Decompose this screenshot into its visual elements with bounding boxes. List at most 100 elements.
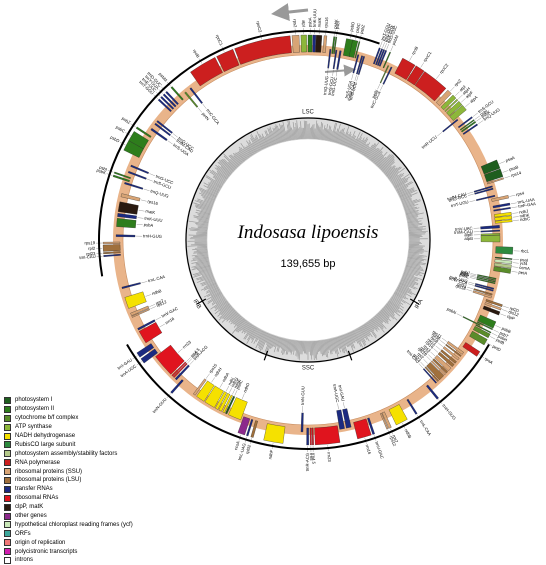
label-connector [513,259,519,260]
label-connector [242,393,244,399]
legend-swatch [4,513,11,520]
label-connector [499,161,505,163]
label-connector [470,275,476,276]
label-connector [492,333,497,336]
label-connector [409,55,412,60]
label-connector [440,340,445,344]
label-connector [503,170,509,172]
legend-item: photosystem II [4,405,194,414]
label-connector [512,271,518,272]
gene-label: rpoB [410,45,419,55]
label-connector [421,63,424,68]
gene-rrn23 [315,426,341,445]
label-connector [380,41,382,47]
label-connector [144,189,150,191]
label-connector [186,357,190,361]
label-connector [387,44,389,50]
gene-label: rrn23 [181,339,192,350]
gene-label: ndhD [242,382,250,393]
legend-label: photosystem II [15,405,54,413]
genome-size: 139,655 bp [280,258,335,270]
label-connector [465,103,470,107]
label-connector [509,195,515,196]
label-connector [466,289,472,291]
legend-swatch [4,495,11,502]
label-connector [188,359,192,363]
label-connector [380,85,383,90]
gene-label: rps16 [147,199,159,206]
gene-label: ndhB [404,428,413,439]
gene-label: ndhF [267,449,274,460]
legend-swatch [4,424,11,431]
label-connector [471,274,477,275]
gene-atpI [301,35,307,52]
gene-trnK-UUU [313,35,316,52]
legend-item: transfer RNAs [4,485,194,494]
label-connector [352,74,354,80]
label-connector [220,383,223,388]
gene-label: trnN-GUU [300,386,306,405]
legend-swatch [4,433,11,440]
legend-label: NADH dehydrogenase [15,432,75,440]
legend-item: RubisCO large subunit [4,440,194,449]
legend-item: cytochrome b/f complex [4,414,194,423]
gene-label: rpoB [192,48,201,58]
gene-trnH-GUG [116,235,135,237]
legend-label: photosystem assembly/stability factors [15,450,117,458]
gene-rpl2 [103,245,120,252]
legend-label: introns [15,556,33,564]
label-connector [473,113,478,117]
legend-swatch [4,459,11,466]
label-connector [343,402,344,408]
gene-label: rpoC1 [422,50,433,63]
label-connector [475,116,480,120]
legend-swatch [4,397,11,404]
gene-label: rbcL [521,248,530,253]
label-connector [470,276,476,277]
gene-atpE [481,233,500,235]
label-connector [513,220,519,221]
label-connector [232,389,235,394]
legend-item: photosystem I [4,396,194,405]
label-connector [436,346,441,350]
legend-label: RubisCO large subunit [15,441,75,449]
label-connector [385,43,387,49]
legend-item: polycistronic transcripts [4,547,194,556]
label-connector [211,377,214,382]
legend-swatch [4,450,11,457]
label-connector [147,179,153,181]
label-connector [171,136,176,140]
gene-matK [316,35,322,52]
label-connector [203,104,207,109]
label-connector [149,173,155,175]
label-connector [436,74,440,79]
label-connector [513,263,519,264]
label-connector [468,194,474,196]
label-connector [470,200,476,201]
gene-label: psaA [505,155,516,163]
gene-label: atpB [464,236,473,241]
gene-label: trnV-GAC [374,441,384,460]
legend-swatch [4,486,11,493]
gene-label: trnR-ACG [305,453,310,471]
gene-label: trnQ-UUG [150,188,169,198]
label-connector [421,362,425,366]
legend-swatch [4,539,11,546]
gene-trnN-GUU [301,413,304,432]
legend-item: ribosomal proteins (SSU) [4,467,194,476]
legend-item: origin of replication [4,538,194,547]
label-connector [458,95,462,99]
legend-label: ribosomal proteins (LSU) [15,476,81,484]
label-connector [149,304,155,306]
label-connector [382,42,384,48]
label-connector [139,210,145,211]
gene-label: psbA [143,222,153,228]
label-connector [470,277,476,278]
legend-item: other genes [4,512,194,521]
legend-item: introns [4,556,194,565]
legend-label: ORFs [15,530,31,538]
legend-item: ATP synthase [4,423,194,432]
gene-label: rps16 [323,16,329,28]
label-connector [178,349,183,353]
